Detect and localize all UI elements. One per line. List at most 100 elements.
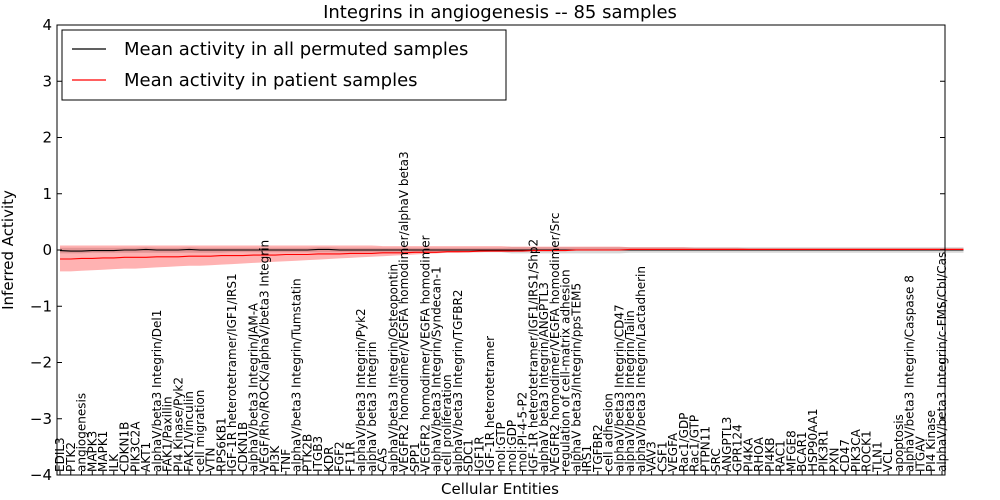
x-tick-label: TLN1 <box>871 441 885 473</box>
x-tick-label: alphaV/beta3 Integrin/Lactadherin <box>634 266 648 472</box>
x-tick-label: cell adhesion <box>602 393 616 472</box>
x-tick-label: alphaV/beta3 Integrin/Caspase 8 <box>903 275 917 472</box>
x-tick-label: SRC <box>709 448 723 472</box>
y-tick-label: −4 <box>30 466 52 484</box>
legend-box <box>61 29 507 101</box>
x-tick-label: PI4 Kinase <box>924 410 938 472</box>
x-tick-label: TGFBR2 <box>591 424 605 473</box>
x-tick-label: AKT1 <box>139 442 153 472</box>
x-tick-label: alphaV/beta3 Integrin/Pyk2 <box>354 308 368 472</box>
x-tick-label: alphaV/beta3 Integrin/Tumstatin <box>290 278 304 472</box>
x-tick-label: VEGFR2 homodimer/VEGFA homodimer/Src <box>548 212 562 472</box>
x-tick-label: PTPN11 <box>698 426 712 472</box>
y-tick-label: 4 <box>42 16 52 34</box>
x-tick-label: CDKN1B <box>118 422 132 472</box>
y-tick-label: −3 <box>30 410 52 428</box>
y-axis: −4 −3 −2 −1 0 1 2 3 4 <box>30 16 945 484</box>
x-tick-label: IRS1 <box>580 445 594 472</box>
x-tick-label: PI4 Kinase/Pyk2 <box>171 377 185 472</box>
x-tick-label: IGF1R <box>473 436 487 472</box>
x-tick-label: SPP1 <box>408 442 422 472</box>
x-tick-label: TNF <box>279 449 293 473</box>
x-tick-label: ITGAV <box>914 435 928 472</box>
x-tick-label: RHOA <box>752 436 766 472</box>
x-tick-label: MAPK1 <box>96 431 110 472</box>
x-tick-label: CD47 <box>838 439 852 472</box>
x-tick-label: CSF1 <box>655 441 669 472</box>
y-tick-label: 0 <box>42 241 52 259</box>
x-tick-label: KDR <box>322 447 336 472</box>
band-patient <box>60 245 964 272</box>
x-tick-label: MFGE8 <box>784 430 798 472</box>
x-tick-label: ROCK1 <box>860 430 874 472</box>
x-tick-label: alphaV/beta3 Integrin/Osteopontin <box>386 264 400 472</box>
x-tick-label: BCAR1 <box>795 431 809 472</box>
x-tick-label: alphaV/beta3 Integrin/c-FMS/CbI/Cas <box>935 252 949 472</box>
x-tick-label: PI4KA <box>741 437 755 472</box>
x-tick-label: Rac1/GDP <box>677 413 691 472</box>
x-tick-label: HSP90AA1 <box>806 408 820 472</box>
x-tick-label: alphaV/beta3 Integrin/CD47 <box>612 304 626 472</box>
x-tick-label: RPS6KB1 <box>214 417 228 472</box>
x-tick-label: alphaV/beta3 Integrin/Del1 <box>150 310 164 472</box>
x-tick-label: SDC1 <box>462 439 476 472</box>
x-tick-label: cell migration <box>193 390 207 472</box>
x-tick-label: PIK3C2A <box>128 421 142 472</box>
x-tick-label: PXN <box>827 448 841 472</box>
series-line-patient <box>60 248 964 260</box>
x-tick-label: mol:PI-4-5-P2 <box>516 392 530 472</box>
x-tick-label: MAPK3 <box>85 431 99 472</box>
series-lines <box>59 248 964 260</box>
y-tick-label: 1 <box>42 185 52 203</box>
x-tick-label: alphaV/beta3 Integrin/TGFBR2 <box>451 289 465 472</box>
legend: Mean activity in all permuted samples Me… <box>61 29 507 101</box>
x-tick-label: IGF-1R heterotetramer <box>483 336 497 472</box>
legend-label-permuted: Mean activity in all permuted samples <box>124 39 468 60</box>
x-tick-label: VAV3 <box>645 441 659 472</box>
x-tick-label: EDIL3 <box>53 437 67 472</box>
x-tick-label: VEGFA <box>666 432 680 472</box>
x-tick-label: PI3K <box>268 445 282 472</box>
x-tick-label: RAC1 <box>774 440 788 472</box>
x-tick-label: GPR124 <box>731 424 745 472</box>
x-tick-label: VTN <box>204 447 218 472</box>
x-tick-label: ILK <box>107 453 121 472</box>
x-tick-label: mol:GTP <box>494 422 508 472</box>
x-axis-label: Cellular Entities <box>441 480 559 498</box>
x-tick-label: alphaV beta3 Integrin <box>365 341 379 472</box>
x-tick-label: PTK2B <box>300 434 314 472</box>
x-tick-label: VEGF/Rho/ROCK/alphaV/beta3 Integrin <box>257 240 271 472</box>
x-tick-label: FAK1/Paxillin <box>161 396 175 472</box>
y-axis-label: Inferred Activity <box>0 190 17 310</box>
y-tick-label: −2 <box>30 354 52 372</box>
series-line-permuted <box>59 248 964 252</box>
x-tick-label: F11R <box>343 441 357 472</box>
x-tick-label: alphaV beta3 Integrin/ANGPTL3 <box>537 282 551 472</box>
x-tick-label: PI4KB <box>763 437 777 472</box>
x-tick-label: apoptosis <box>892 414 906 472</box>
x-tick-label: ITGB3 <box>311 436 325 472</box>
x-tick-label: Rac1/GTP <box>688 415 702 472</box>
chart-title: Integrins in angiogenesis -- 85 samples <box>323 2 677 23</box>
x-tick-label: VEGFR2 homodimer/VEGFA homodimer/alphaV … <box>397 151 411 472</box>
x-tick-label: regulation of cell-matrix adhesion <box>559 269 573 472</box>
x-tick-label: alphaV/beta3 Integrin/Syndecan-1 <box>430 266 444 472</box>
y-tick-label: −1 <box>30 297 52 315</box>
x-tick-label: alphaV/beta3 Integrin/Talin <box>623 310 637 472</box>
x-tick-labels: EDIL3PTK2angiogenesisMAPK3MAPK1ILKCDKN1B… <box>53 151 949 473</box>
x-tick-label: PIK3CA <box>849 428 863 472</box>
x-tick-label: VEGFR2 homodimer/VEGFA homodimer <box>419 235 433 472</box>
x-tick-label: alphaV/beta3 Integrin/JAM-A <box>247 302 261 472</box>
x-tick-label: mol:GDP <box>505 420 519 472</box>
x-tick-label: cell proliferation <box>440 374 454 472</box>
x-axis <box>59 471 943 475</box>
x-tick-label: CDKN1B <box>236 422 250 472</box>
x-tick-label: CAS <box>376 448 390 472</box>
x-tick-label: ANGPTL3 <box>720 417 734 472</box>
legend-label-patient: Mean activity in patient samples <box>124 70 418 91</box>
x-tick-label: PIK3R1 <box>817 430 831 472</box>
y-tick-label: 3 <box>42 72 52 90</box>
x-tick-label: angiogenesis <box>75 393 89 472</box>
x-tick-label: alphaV beta3/Integrin/ppsTEM5 <box>569 283 583 472</box>
